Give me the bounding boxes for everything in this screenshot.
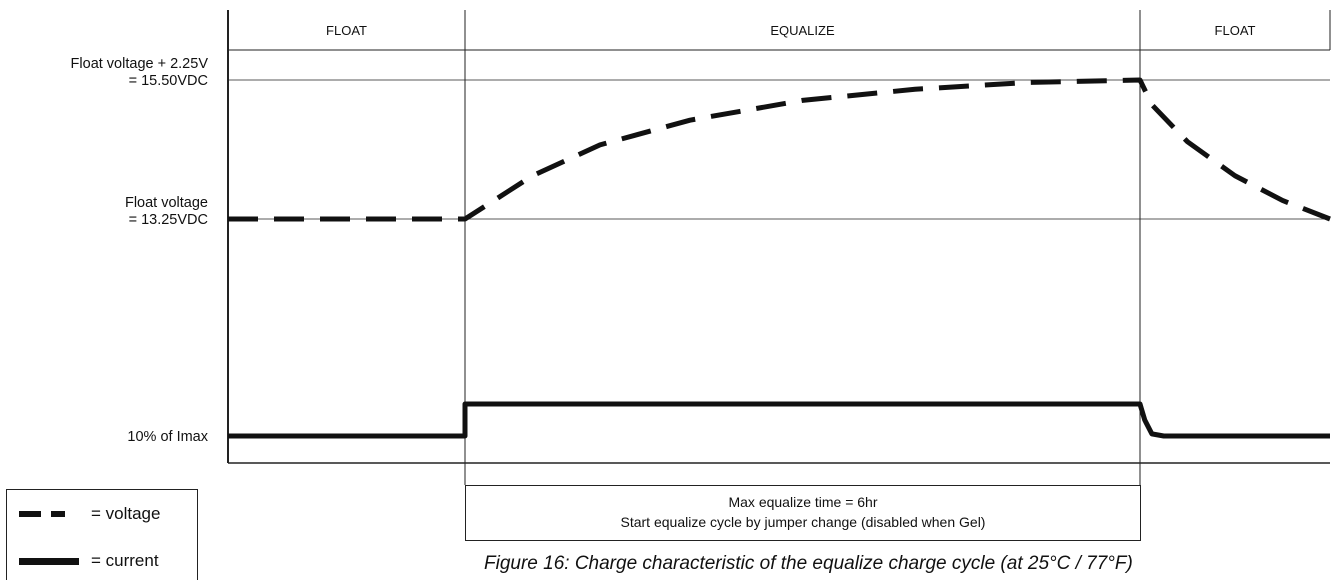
y-level-label: = 13.25VDC [129,212,208,228]
chart-frame [227,10,1331,485]
current-line [228,401,1330,439]
phase-headers: FLOAT EQUALIZE FLOAT [326,23,1255,38]
y-axis-labels: Float voltage + 2.25V= 15.50VDC Float vol… [71,56,209,445]
phase-label: EQUALIZE [770,23,835,38]
figure-caption: Figure 16: Charge characteristic of the … [484,553,1133,574]
equalize-note-box: Max equalize time = 6hr Start equalize c… [465,485,1141,541]
phase-label: FLOAT [326,23,367,38]
current-swatch-icon [19,557,79,565]
legend: = voltage = current [6,489,198,580]
voltage-swatch-icon [19,511,79,517]
y-level-label: = 15.50VDC [129,73,208,89]
note-line-jumper: Start equalize cycle by jumper change (d… [620,514,986,530]
y-level-label: Float voltage [125,195,208,211]
y-level-label: Float voltage + 2.25V [71,56,209,72]
series-group [228,77,1331,439]
voltage-line [228,77,1331,222]
note-line-max-time: Max equalize time = 6hr [728,494,878,510]
legend-item-voltage: = voltage [7,504,160,524]
legend-label-voltage: = voltage [91,504,161,523]
phase-label: FLOAT [1215,23,1256,38]
y-level-label: 10% of Imax [127,429,208,445]
legend-item-current: = current [7,551,159,571]
legend-label-current: = current [91,551,159,570]
